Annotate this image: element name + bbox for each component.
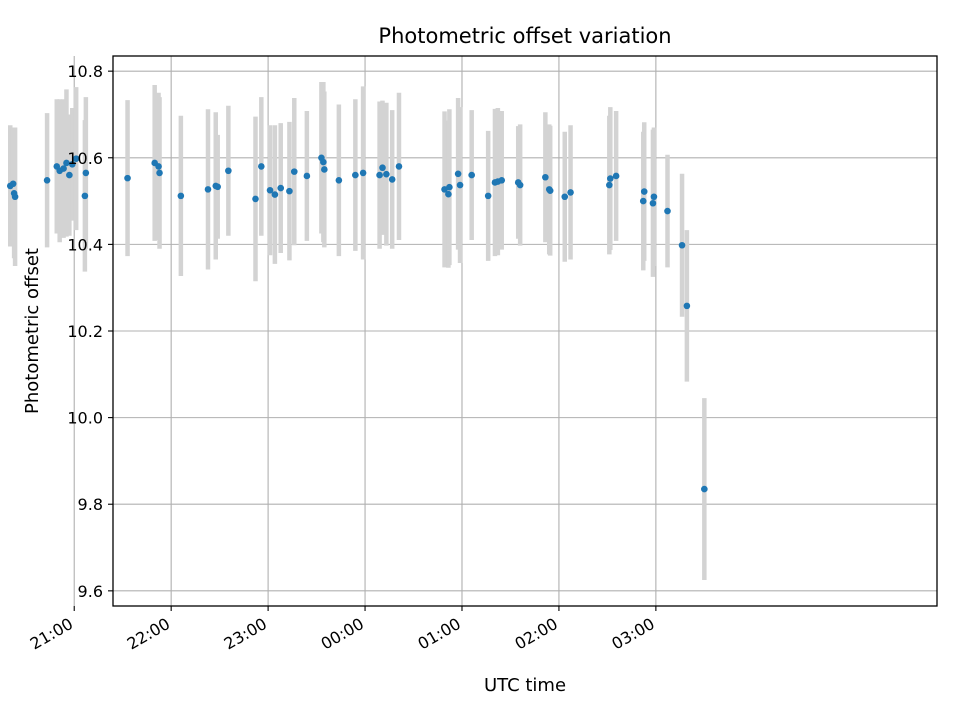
data-point	[650, 193, 658, 201]
y-tick-label: 10.2	[67, 322, 103, 341]
data-point	[649, 199, 657, 207]
data-point	[266, 186, 274, 194]
y-tick-label: 10.4	[67, 235, 103, 254]
chart-title: Photometric offset variation	[378, 24, 671, 48]
data-point	[454, 170, 462, 178]
data-point	[155, 163, 162, 170]
data-point	[516, 181, 524, 189]
data-point	[683, 302, 691, 310]
data-point	[43, 176, 51, 184]
data-point	[258, 163, 265, 170]
y-axis: 9.6 9.8 10.0 10.2 10.4 10.6 10.8	[67, 62, 113, 601]
data-point	[379, 164, 386, 172]
data-point	[11, 193, 19, 201]
grid	[73, 56, 937, 606]
data-point	[177, 192, 185, 200]
data-point	[484, 192, 492, 200]
y-tick-label: 10.6	[67, 149, 103, 168]
data-point	[678, 241, 686, 249]
y-tick-label: 9.8	[78, 495, 103, 514]
data-point	[468, 171, 475, 179]
data-point	[204, 186, 212, 193]
y-tick-label: 10.8	[67, 62, 103, 81]
data-point	[546, 187, 554, 194]
data-point	[664, 207, 671, 215]
data-points	[6, 154, 708, 493]
data-point	[9, 180, 17, 188]
data-point	[252, 195, 259, 203]
data-point	[277, 184, 285, 192]
data-point	[542, 173, 549, 181]
y-tick-label: 10.0	[67, 409, 103, 428]
data-point	[388, 176, 396, 183]
data-point	[606, 181, 613, 189]
data-point	[225, 167, 232, 175]
data-point	[701, 485, 708, 493]
data-point	[72, 155, 80, 162]
y-tick-label: 9.6	[78, 582, 103, 601]
data-point	[63, 159, 70, 167]
data-point	[156, 169, 163, 177]
data-point	[214, 183, 221, 191]
data-point	[352, 171, 359, 179]
data-point	[567, 189, 574, 196]
data-point	[60, 165, 67, 172]
data-point	[82, 169, 90, 177]
data-point	[290, 168, 298, 175]
data-point	[446, 183, 453, 191]
data-point	[640, 188, 648, 195]
x-axis-title: UTC time	[484, 675, 566, 696]
data-point	[445, 190, 452, 198]
data-point	[66, 171, 73, 179]
data-point	[607, 175, 614, 182]
data-point	[320, 158, 327, 166]
data-point	[376, 171, 383, 179]
data-point	[286, 187, 293, 195]
y-axis-title: Photometric offset	[22, 248, 43, 414]
data-point	[612, 172, 620, 180]
data-point	[321, 166, 328, 173]
data-point	[335, 176, 343, 184]
data-point	[359, 169, 367, 177]
data-point	[456, 181, 464, 189]
data-point	[498, 176, 506, 184]
data-point	[303, 172, 311, 180]
data-point	[639, 197, 647, 205]
data-point	[68, 160, 76, 168]
data-point	[561, 193, 569, 201]
data-point	[124, 174, 131, 182]
data-point	[81, 192, 89, 200]
data-point	[395, 163, 403, 170]
data-point	[383, 170, 390, 178]
data-point	[271, 191, 279, 198]
